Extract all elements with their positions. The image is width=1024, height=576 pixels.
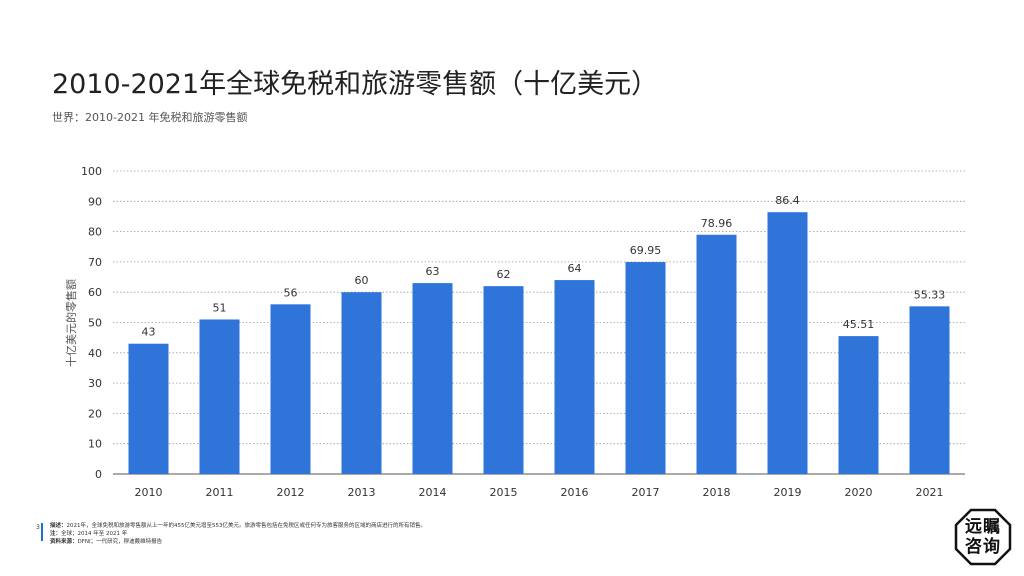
data-label: 78.96 [701, 217, 733, 230]
y-tick-label: 0 [95, 468, 102, 481]
page-subtitle: 世界：2010-2021 年免税和旅游零售额 [52, 111, 248, 124]
bar [909, 306, 950, 474]
logo-text: 远瞩 咨询 [965, 517, 1001, 557]
x-tick-label: 2010 [135, 486, 163, 499]
bar [412, 283, 453, 474]
bar [696, 234, 737, 474]
bar [270, 304, 311, 474]
company-logo [954, 508, 1012, 566]
y-axis-title: 十亿美元的零售额 [65, 279, 78, 367]
y-tick-label: 70 [88, 256, 102, 269]
data-label: 64 [568, 262, 582, 275]
x-tick-label: 2018 [703, 486, 731, 499]
x-tick-label: 2017 [632, 486, 660, 499]
x-tick-label: 2016 [561, 486, 589, 499]
data-label: 86.4 [775, 194, 800, 207]
footer-notes: 描述：2021年，全球免税和旅游零售额从上一年的455亿美元增至553亿美元。旅… [42, 522, 426, 546]
page-title: 2010-2021年全球免税和旅游零售额（十亿美元） [52, 69, 659, 100]
x-tick-label: 2021 [916, 486, 944, 499]
x-tick-label: 2019 [774, 486, 802, 499]
data-label: 62 [497, 268, 511, 281]
y-tick-label: 30 [88, 377, 102, 390]
x-tick-label: 2014 [419, 486, 447, 499]
footer-accent-bar [41, 523, 43, 541]
x-tick-label: 2011 [206, 486, 234, 499]
bar [341, 292, 382, 474]
y-tick-label: 60 [88, 286, 102, 299]
x-tick-label: 2013 [348, 486, 376, 499]
data-label: 55.33 [914, 288, 946, 301]
data-label: 60 [355, 274, 369, 287]
bar [554, 280, 595, 474]
x-tick-label: 2012 [277, 486, 305, 499]
y-tick-label: 40 [88, 347, 102, 360]
bar [625, 262, 666, 474]
y-tick-label: 10 [88, 438, 102, 451]
bar [838, 336, 879, 474]
data-label: 63 [426, 265, 440, 278]
y-tick-label: 50 [88, 317, 102, 330]
data-label: 69.95 [630, 244, 662, 257]
footer-description: 描述：2021年，全球免税和旅游零售额从上一年的455亿美元增至553亿美元。旅… [50, 523, 427, 529]
y-tick-label: 80 [88, 226, 102, 239]
y-tick-label: 20 [88, 407, 102, 420]
y-tick-label: 90 [88, 195, 102, 208]
x-tick-label: 2015 [490, 486, 518, 499]
footer-source: 资料来源：DFNI；一代研究，穆迪戴维特报告 [50, 539, 163, 545]
data-label: 51 [213, 301, 227, 314]
bar [483, 286, 524, 474]
bar [767, 212, 808, 474]
data-label: 43 [142, 326, 156, 339]
footer-note: 注：全球；2014 年至 2021 年 [50, 531, 128, 537]
bar [199, 319, 240, 474]
data-label: 56 [284, 286, 298, 299]
x-tick-label: 2020 [845, 486, 873, 499]
bar [128, 343, 169, 474]
y-tick-label: 100 [81, 165, 102, 178]
data-label: 45.51 [843, 318, 875, 331]
page-number: 3 [36, 524, 40, 531]
